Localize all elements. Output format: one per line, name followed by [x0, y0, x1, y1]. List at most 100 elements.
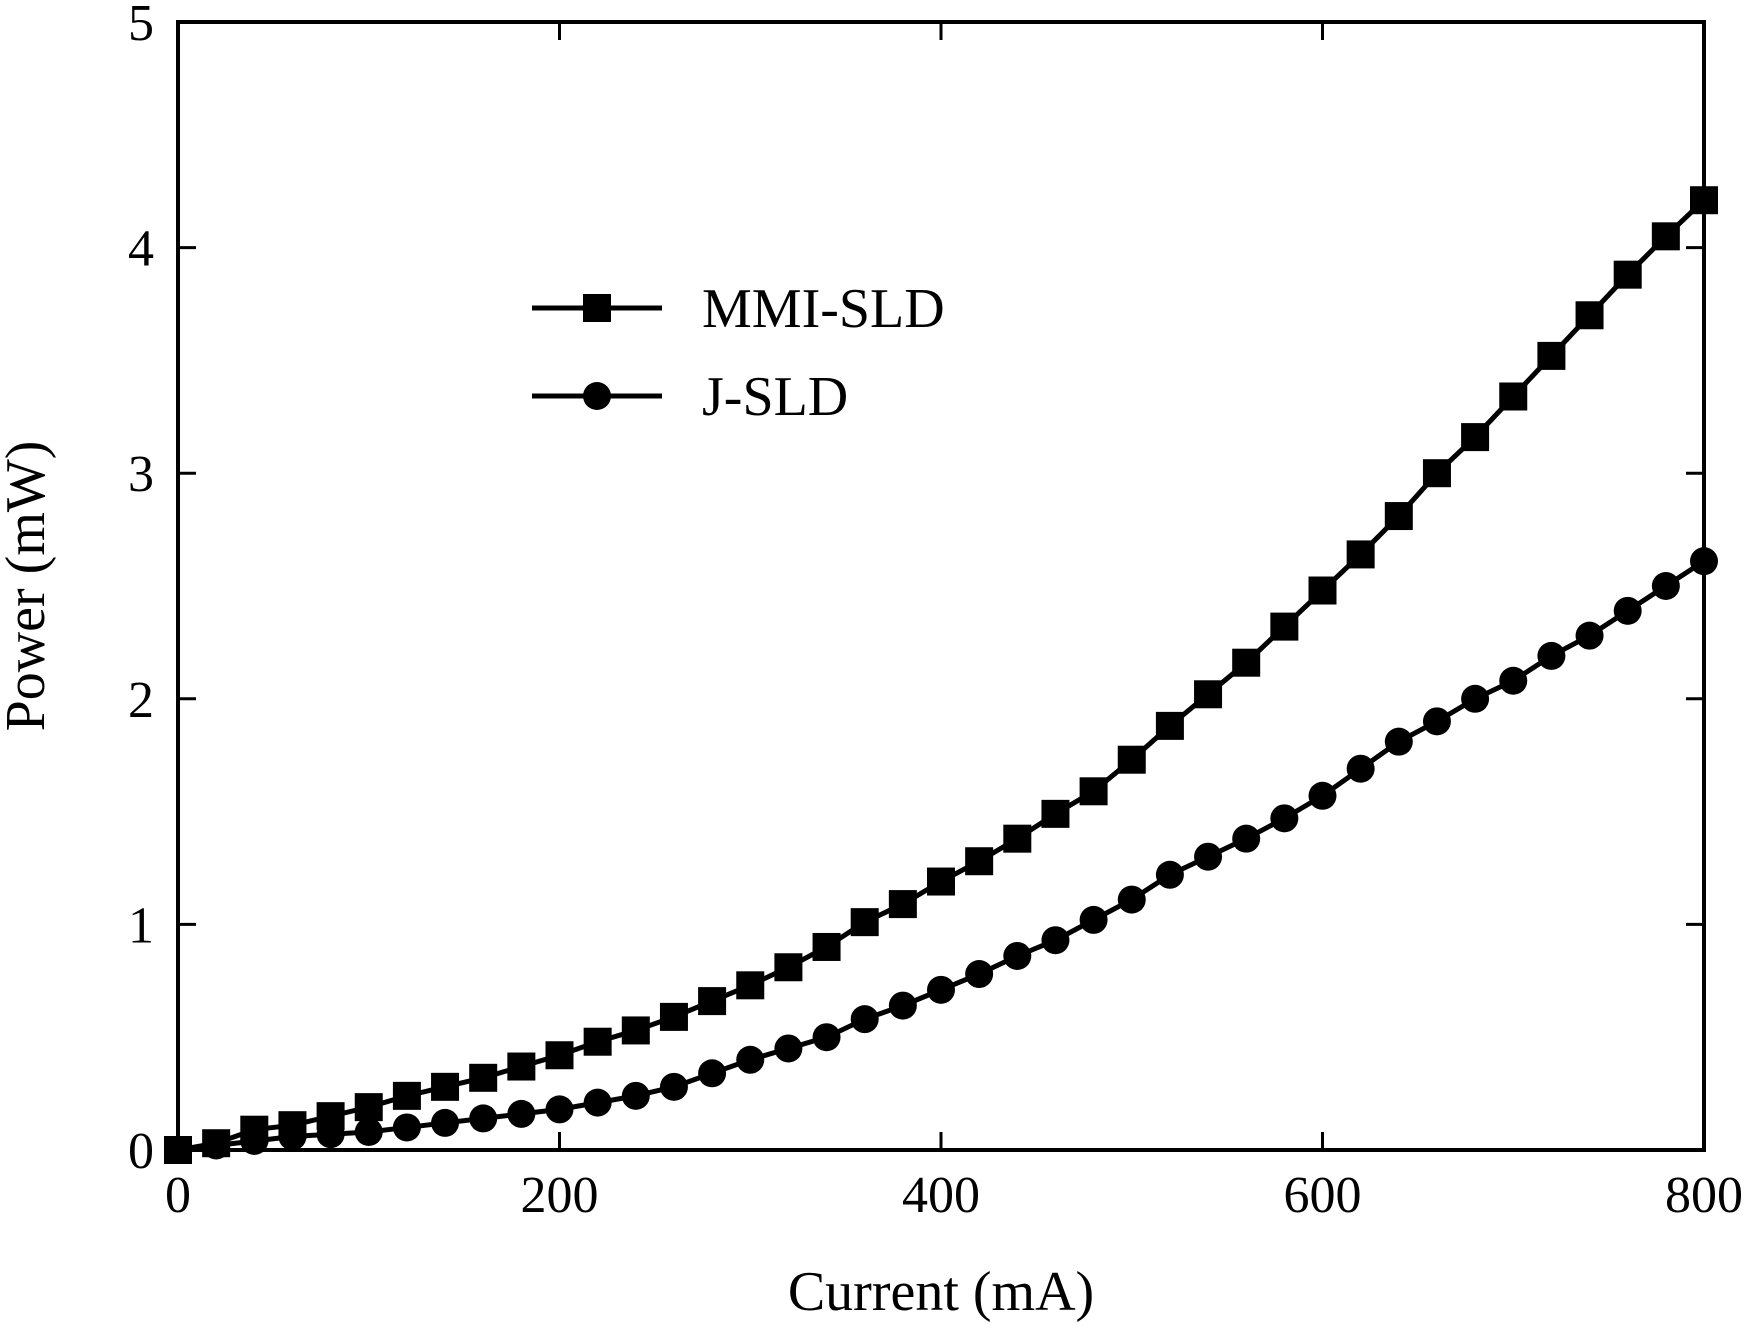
data-point-mmi-sld — [927, 867, 955, 896]
data-point-j-sld — [507, 1099, 536, 1128]
data-point-mmi-sld — [621, 1016, 650, 1045]
data-point-j-sld — [774, 1034, 803, 1063]
data-point-mmi-sld — [1117, 745, 1146, 774]
data-point-mmi-sld — [888, 890, 917, 919]
data-point-mmi-sld — [698, 987, 727, 1016]
data-point-mmi-sld — [1003, 824, 1032, 853]
legend-marker-j-sld — [583, 382, 611, 410]
data-point-j-sld — [850, 1005, 879, 1034]
data-point-mmi-sld — [507, 1052, 536, 1081]
y-tick-label: 2 — [128, 672, 154, 729]
data-point-mmi-sld — [1613, 260, 1642, 289]
data-point-j-sld — [164, 1136, 192, 1164]
series-line-mmi-sld — [177, 198, 1706, 1153]
data-point-j-sld — [545, 1095, 574, 1124]
y-tick-label: 5 — [128, 0, 154, 52]
data-point-j-sld — [1041, 926, 1070, 955]
data-point-j-sld — [1194, 842, 1223, 871]
data-point-j-sld — [1651, 572, 1680, 600]
data-point-mmi-sld — [774, 953, 803, 982]
x-tick-label: 0 — [165, 1167, 191, 1224]
y-tick-label: 3 — [128, 446, 154, 503]
data-point-mmi-sld — [850, 908, 879, 937]
data-point-mmi-sld — [1537, 341, 1566, 370]
data-point-j-sld — [1270, 804, 1299, 833]
data-point-mmi-sld — [1308, 576, 1337, 605]
legend: MMI-SLD J-SLD — [532, 278, 945, 428]
data-point-j-sld — [1079, 905, 1108, 934]
y-axis-label: Power (mW) — [0, 441, 57, 732]
data-point-mmi-sld — [1690, 186, 1718, 215]
data-point-mmi-sld — [1232, 648, 1261, 677]
data-point-mmi-sld — [431, 1072, 460, 1101]
legend-label-j-sld: J-SLD — [702, 366, 848, 428]
x-tick-label: 800 — [1665, 1167, 1743, 1224]
data-point-j-sld — [469, 1104, 498, 1133]
data-point-j-sld — [1155, 860, 1184, 889]
data-point-mmi-sld — [583, 1027, 612, 1056]
data-point-mmi-sld — [1575, 301, 1604, 330]
data-point-j-sld — [659, 1072, 688, 1101]
data-point-mmi-sld — [965, 847, 994, 876]
data-point-j-sld — [1003, 941, 1032, 970]
data-point-j-sld — [1308, 781, 1337, 810]
data-point-j-sld — [278, 1122, 307, 1151]
y-tick-label: 1 — [128, 897, 154, 954]
data-point-mmi-sld — [736, 971, 765, 1000]
x-axis-label: Current (mA) — [788, 1261, 1094, 1323]
data-point-j-sld — [316, 1120, 345, 1149]
data-point-mmi-sld — [1079, 777, 1108, 806]
data-point-j-sld — [1613, 596, 1642, 625]
data-point-j-sld — [1422, 707, 1451, 736]
data-point-mmi-sld — [1194, 680, 1223, 709]
data-point-j-sld — [240, 1126, 269, 1155]
data-point-j-sld — [1461, 684, 1490, 713]
data-point-j-sld — [1575, 621, 1604, 650]
data-point-mmi-sld — [812, 932, 841, 961]
x-tick-label: 400 — [902, 1167, 980, 1224]
data-point-j-sld — [927, 975, 955, 1004]
data-point-j-sld — [888, 991, 917, 1020]
y-tick-label: 4 — [128, 221, 154, 278]
data-point-mmi-sld — [1651, 222, 1680, 251]
x-tick-label: 600 — [1284, 1167, 1362, 1224]
data-point-j-sld — [621, 1081, 650, 1110]
data-point-mmi-sld — [659, 1002, 688, 1031]
data-point-mmi-sld — [392, 1081, 421, 1110]
data-point-j-sld — [1117, 885, 1146, 914]
data-point-j-sld — [583, 1088, 612, 1117]
data-point-mmi-sld — [1384, 502, 1413, 531]
data-point-mmi-sld — [545, 1041, 574, 1070]
data-point-j-sld — [1346, 754, 1375, 783]
data-point-mmi-sld — [1461, 423, 1490, 452]
data-point-j-sld — [431, 1108, 460, 1137]
legend-label-mmi-sld: MMI-SLD — [702, 278, 945, 340]
data-point-j-sld — [965, 960, 994, 989]
data-point-mmi-sld — [1270, 612, 1299, 641]
data-point-j-sld — [1232, 824, 1261, 853]
data-point-mmi-sld — [1422, 459, 1451, 488]
data-point-j-sld — [1499, 666, 1528, 695]
data-point-j-sld — [812, 1023, 841, 1052]
x-tick-label: 200 — [521, 1167, 599, 1224]
data-point-j-sld — [1537, 641, 1566, 670]
data-point-mmi-sld — [1499, 382, 1528, 411]
data-point-mmi-sld — [1041, 799, 1070, 828]
data-point-j-sld — [354, 1117, 383, 1146]
data-point-j-sld — [392, 1113, 421, 1142]
series-line-j-sld — [177, 559, 1706, 1153]
legend-marker-mmi-sld — [583, 294, 611, 322]
data-point-j-sld — [1690, 547, 1718, 576]
data-point-j-sld — [1384, 727, 1413, 756]
data-point-j-sld — [202, 1131, 231, 1160]
data-point-mmi-sld — [1155, 711, 1184, 740]
data-point-mmi-sld — [1346, 540, 1375, 569]
data-point-j-sld — [698, 1059, 727, 1088]
data-point-mmi-sld — [354, 1093, 383, 1122]
axis-ticks: 0 200 400 600 800 0 1 2 3 4 5 — [128, 0, 1743, 1224]
data-point-j-sld — [736, 1045, 765, 1074]
data-point-mmi-sld — [469, 1063, 498, 1092]
series-layer — [164, 186, 1718, 1164]
y-tick-label: 0 — [128, 1123, 154, 1180]
